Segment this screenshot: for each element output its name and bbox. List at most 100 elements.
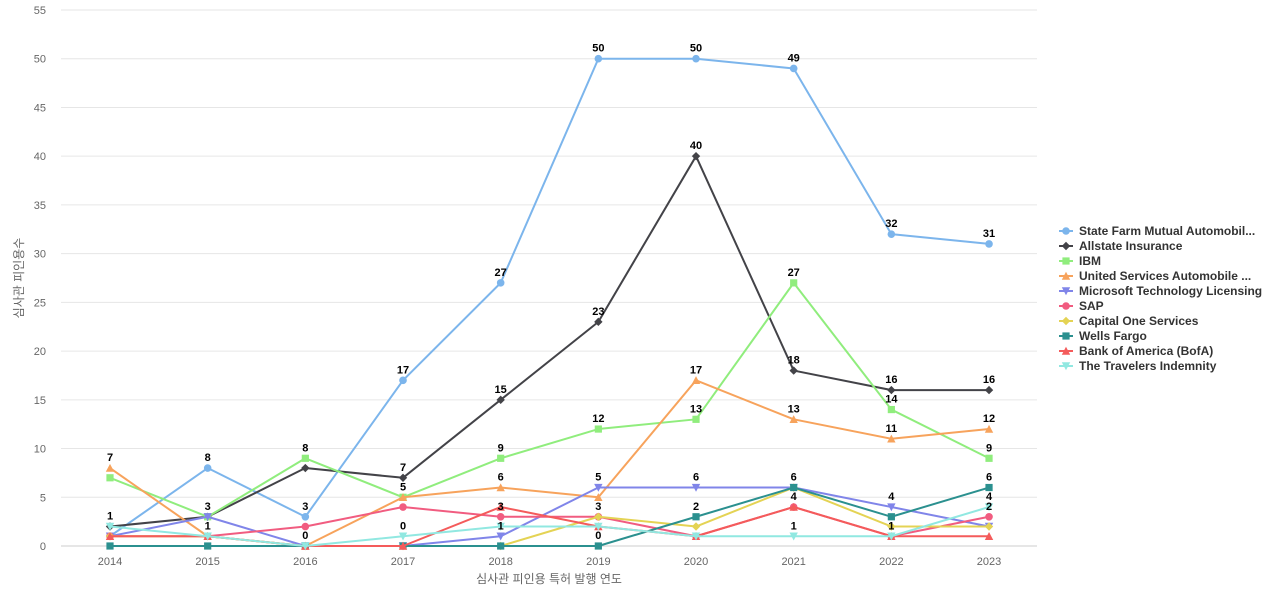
data-point[interactable] — [887, 503, 896, 512]
data-point[interactable] — [691, 483, 701, 492]
series-line[interactable] — [109, 281, 991, 518]
data-point[interactable] — [887, 230, 896, 238]
data-point[interactable] — [594, 522, 603, 531]
legend-item[interactable]: Microsoft Technology Licensing — [1059, 284, 1262, 298]
data-point[interactable] — [105, 532, 115, 540]
data-point[interactable] — [106, 474, 114, 482]
legend-item[interactable]: Allstate Insurance — [1059, 239, 1183, 253]
data-point[interactable] — [496, 512, 505, 521]
data-point[interactable] — [887, 513, 895, 521]
data-point[interactable] — [496, 522, 505, 531]
data-point[interactable] — [691, 522, 701, 531]
data-point[interactable] — [398, 532, 408, 541]
data-point[interactable] — [203, 464, 212, 472]
data-point[interactable] — [204, 542, 212, 550]
data-point[interactable] — [497, 542, 505, 550]
legend-item[interactable]: The Travelers Indemnity — [1059, 359, 1217, 373]
data-point[interactable] — [790, 483, 798, 492]
series-0[interactable] — [106, 54, 993, 541]
data-point[interactable] — [789, 415, 798, 424]
data-point[interactable] — [399, 376, 407, 385]
data-point[interactable] — [301, 512, 310, 521]
legend-item[interactable]: SAP — [1059, 299, 1104, 313]
data-point[interactable] — [789, 366, 798, 375]
data-point[interactable] — [496, 279, 505, 287]
data-point[interactable] — [398, 473, 408, 482]
series-line[interactable] — [109, 506, 991, 547]
series-2[interactable] — [106, 279, 993, 521]
data-point[interactable] — [692, 54, 700, 63]
data-point[interactable] — [594, 54, 603, 63]
data-point[interactable] — [691, 532, 701, 541]
data-point[interactable] — [984, 503, 994, 512]
data-point[interactable] — [985, 240, 993, 248]
data-point[interactable] — [594, 483, 603, 492]
legend-item[interactable]: State Farm Mutual Automobil... — [1059, 224, 1255, 238]
data-point[interactable] — [594, 317, 603, 327]
data-point[interactable] — [887, 434, 896, 443]
data-point[interactable] — [301, 522, 310, 531]
data-point[interactable] — [105, 522, 115, 531]
legend-marker-icon[interactable] — [1061, 271, 1071, 280]
data-point[interactable] — [106, 542, 114, 550]
data-point[interactable] — [594, 425, 602, 433]
legend-marker-icon[interactable] — [1061, 241, 1071, 251]
data-point[interactable] — [496, 502, 505, 511]
series-line[interactable] — [109, 379, 991, 547]
data-point[interactable] — [496, 483, 505, 492]
series-line[interactable] — [109, 155, 991, 528]
series-1[interactable] — [105, 151, 994, 531]
data-point[interactable] — [789, 502, 798, 511]
data-point[interactable] — [398, 493, 408, 501]
legend[interactable]: State Farm Mutual Automobil...Allstate I… — [1059, 224, 1262, 373]
series-9[interactable] — [105, 503, 994, 551]
data-point[interactable] — [984, 385, 994, 395]
series-5[interactable] — [106, 503, 993, 541]
legend-marker-icon[interactable] — [1061, 287, 1071, 296]
data-point[interactable] — [692, 513, 700, 521]
series-line[interactable] — [109, 486, 991, 547]
data-point[interactable] — [497, 454, 505, 462]
data-point[interactable] — [594, 512, 603, 521]
legend-item[interactable]: IBM — [1059, 254, 1101, 268]
legend-item[interactable]: Bank of America (BofA) — [1059, 344, 1213, 358]
data-point[interactable] — [789, 64, 798, 73]
data-point[interactable] — [496, 395, 505, 405]
data-point[interactable] — [985, 454, 993, 462]
data-point[interactable] — [887, 522, 896, 531]
data-point[interactable] — [985, 483, 993, 492]
data-point[interactable] — [887, 385, 896, 395]
data-point[interactable] — [496, 532, 505, 541]
legend-item[interactable]: Wells Fargo — [1059, 329, 1147, 343]
data-point[interactable] — [203, 532, 212, 541]
legend-item[interactable]: United Services Automobile ... — [1059, 269, 1251, 283]
legend-item[interactable]: Capital One Services — [1059, 314, 1199, 328]
data-point[interactable] — [301, 454, 309, 462]
legend-marker-icon[interactable] — [1062, 302, 1070, 310]
data-point[interactable] — [203, 513, 212, 521]
data-point[interactable] — [594, 493, 603, 501]
data-point[interactable] — [985, 512, 993, 521]
data-point[interactable] — [984, 424, 994, 433]
data-point[interactable] — [984, 522, 994, 531]
legend-marker-icon[interactable] — [1062, 257, 1070, 265]
data-point[interactable] — [692, 415, 700, 423]
legend-marker-icon[interactable] — [1062, 227, 1070, 235]
series-3[interactable] — [105, 376, 994, 550]
legend-marker-icon[interactable] — [1061, 316, 1071, 326]
data-point[interactable] — [594, 542, 602, 550]
data-point[interactable] — [691, 151, 701, 161]
data-point[interactable] — [789, 532, 798, 541]
data-point[interactable] — [691, 376, 701, 385]
legend-marker-icon[interactable] — [1061, 362, 1071, 371]
data-point[interactable] — [399, 503, 407, 511]
series-line[interactable] — [109, 57, 991, 538]
data-point[interactable] — [105, 463, 115, 472]
data-point[interactable] — [398, 541, 408, 550]
data-point[interactable] — [301, 542, 310, 551]
data-point[interactable] — [790, 279, 798, 287]
legend-marker-icon[interactable] — [1062, 332, 1070, 340]
data-point[interactable] — [887, 532, 896, 541]
data-point[interactable] — [301, 463, 310, 473]
data-point[interactable] — [887, 405, 895, 414]
